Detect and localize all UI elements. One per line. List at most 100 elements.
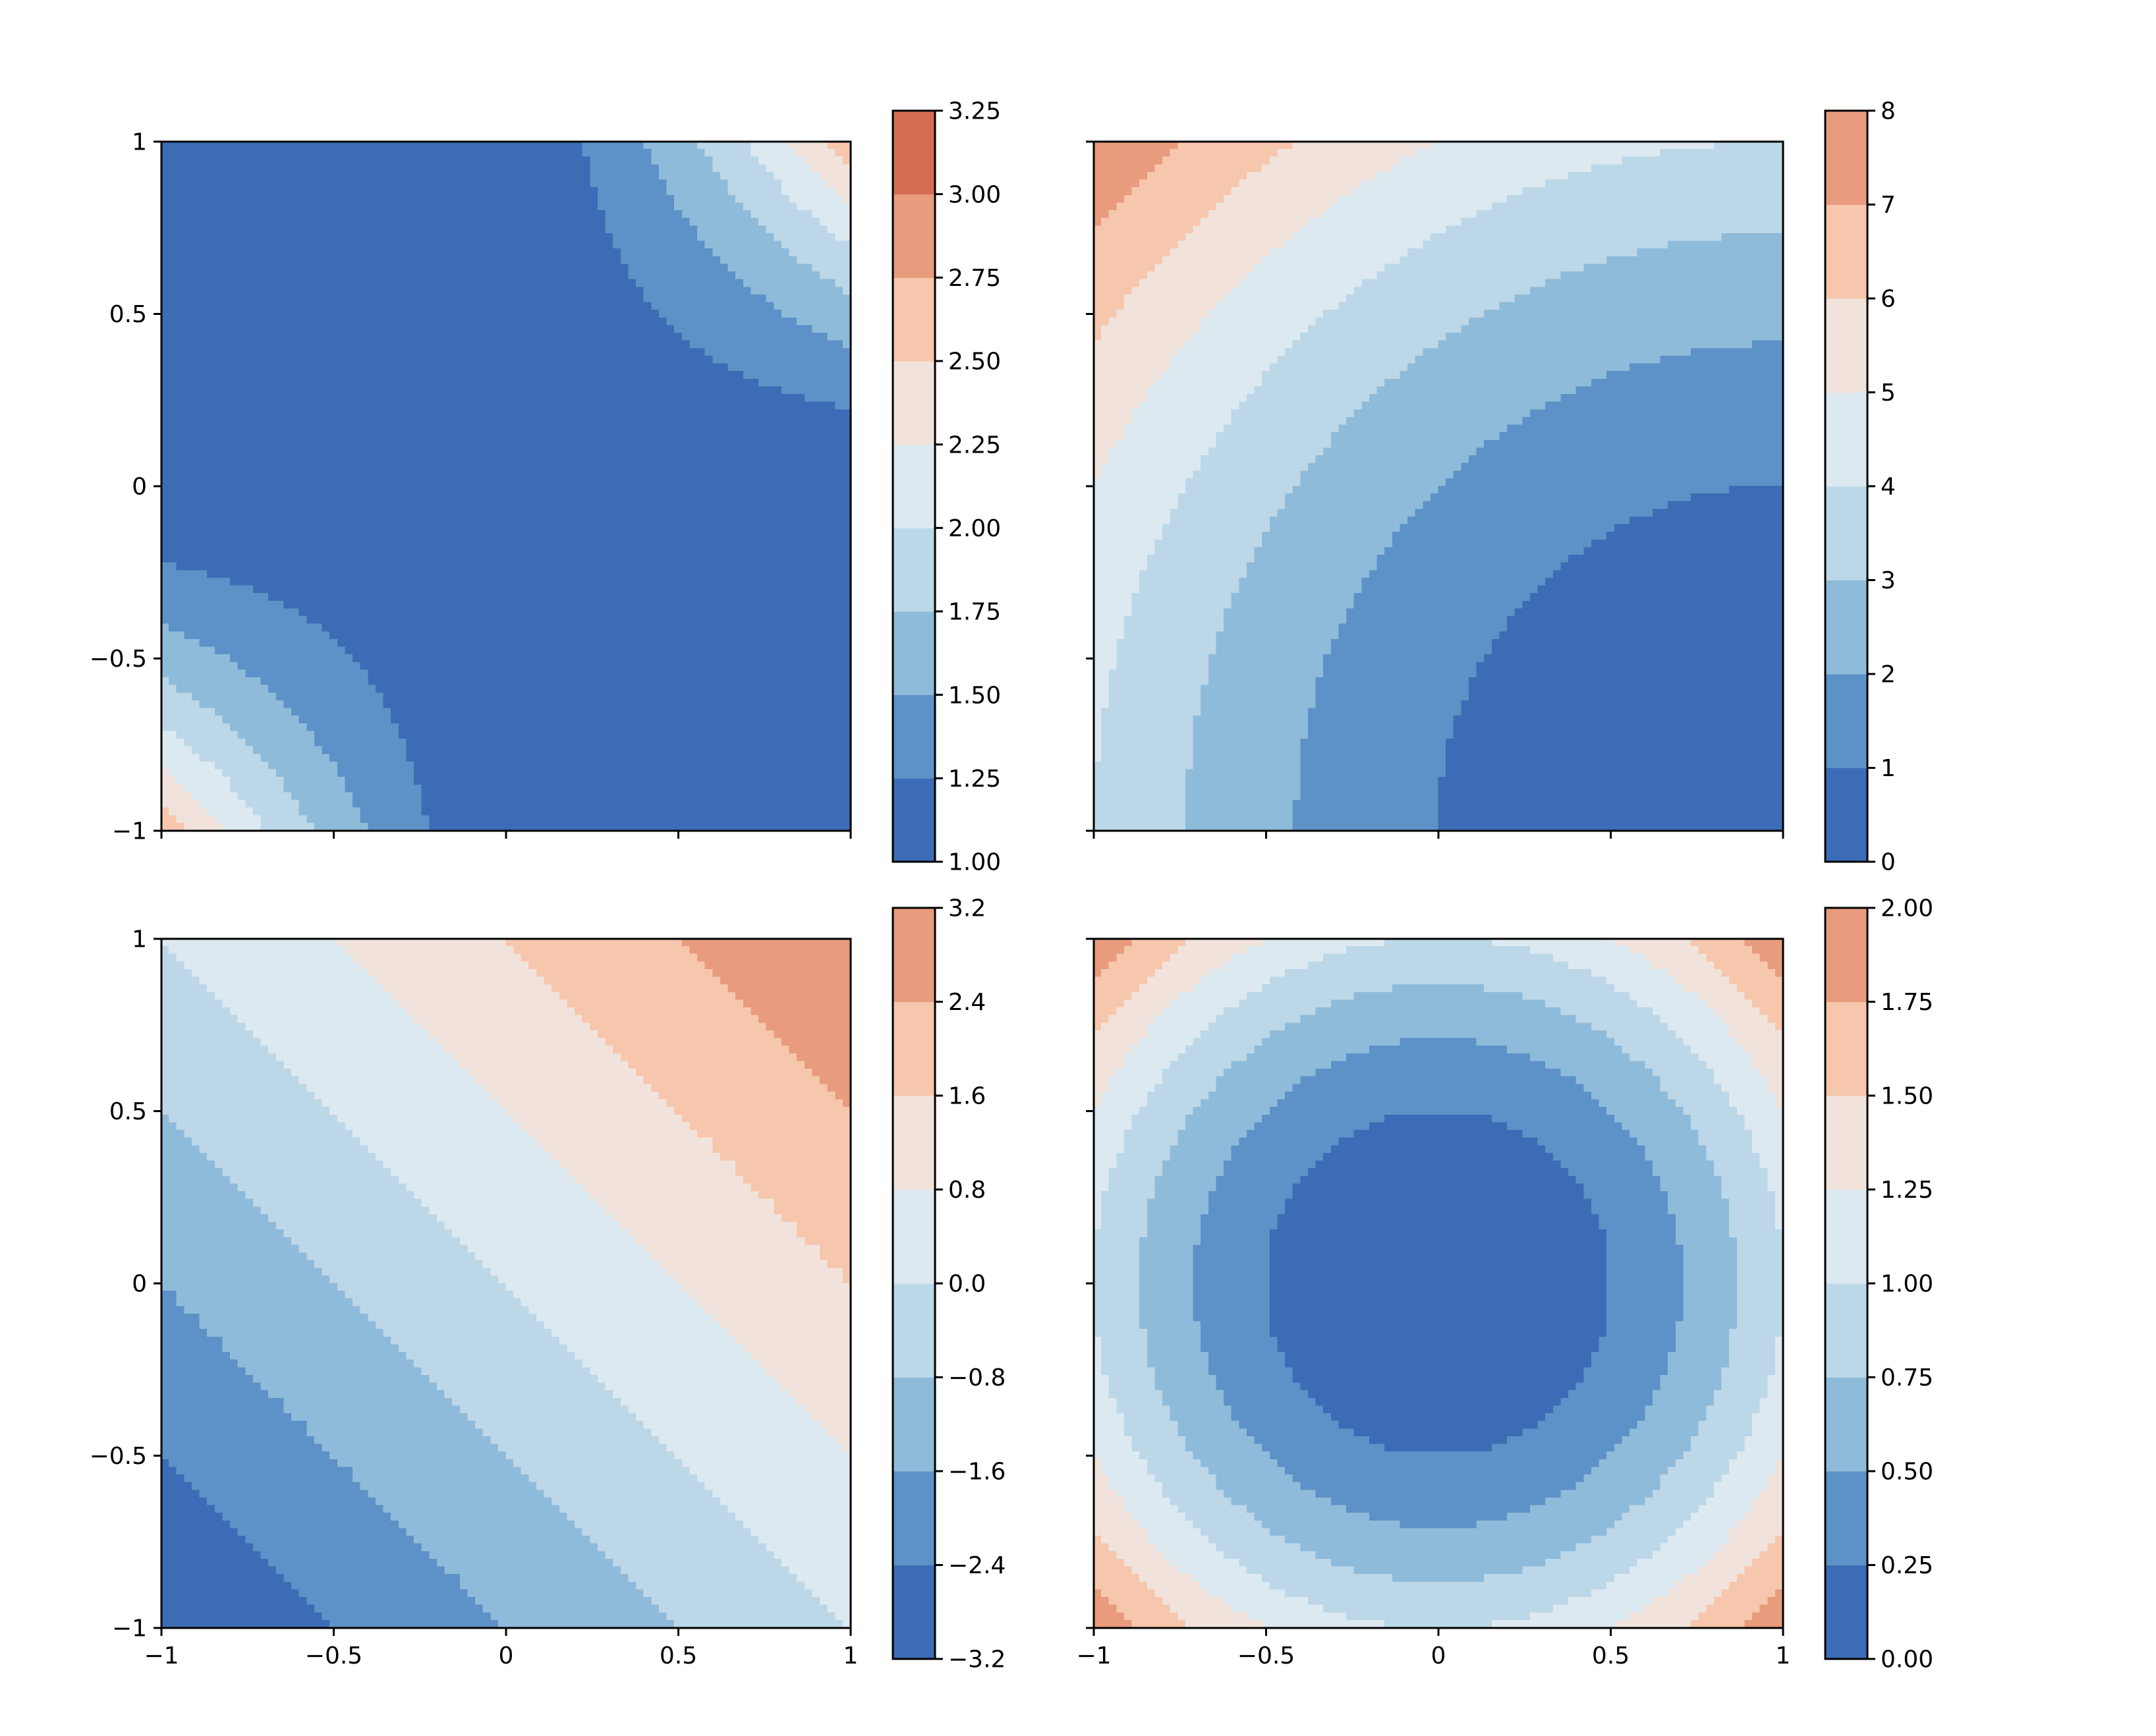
xtick-label: −0.5 bbox=[1237, 1642, 1295, 1669]
colorbar-tick-label: 4 bbox=[1881, 474, 1896, 501]
contour-fill bbox=[161, 939, 851, 1629]
colorbar-segment bbox=[1825, 1283, 1867, 1378]
xtick-label: −1 bbox=[144, 1642, 179, 1669]
colorbar-tick-label: 1.50 bbox=[948, 682, 1001, 709]
colorbar-tick-label: 2.50 bbox=[948, 349, 1001, 376]
colorbar-tick-label: −1.6 bbox=[948, 1459, 1006, 1486]
colorbar-segment bbox=[893, 277, 935, 361]
colorbar-tick-label: 3.2 bbox=[948, 895, 986, 922]
xtick-label: 1 bbox=[843, 1642, 859, 1669]
colorbar-segment bbox=[1825, 768, 1867, 862]
panel-bottom-right: −1 −0.5 0 0.5 1 bbox=[1076, 939, 1790, 1670]
colorbar-tick-label: 1.00 bbox=[948, 849, 1001, 876]
xtick-label: 0 bbox=[499, 1642, 514, 1669]
colorbar-top-right: 0 1 2 3 4 5 6 7 8 bbox=[1825, 98, 1896, 876]
colorbar-tick-label: 3.00 bbox=[948, 181, 1001, 208]
colorbar-segment bbox=[1825, 1565, 1867, 1660]
colorbar-tick-label: 0.00 bbox=[1881, 1646, 1933, 1673]
xtick-label: 0.5 bbox=[660, 1642, 697, 1669]
colorbar-bottom-right: 0.00 0.25 0.50 0.75 1.00 1.25 1.50 1.75 2.00 bbox=[1825, 895, 1933, 1673]
colorbar-tick-label: 0.25 bbox=[1881, 1552, 1933, 1579]
ytick-label: 0 bbox=[132, 1271, 147, 1298]
colorbar-segment bbox=[893, 111, 935, 194]
colorbar-tick-label: 2 bbox=[1881, 661, 1896, 688]
panel-bottom-left: −1 −0.5 0 0.5 1 −1 −0.5 0 0.5 1 bbox=[90, 926, 859, 1669]
colorbar-bottom-left: −3.2 −2.4 −1.6 −0.8 0.0 0.8 1.6 2.4 3.2 bbox=[893, 895, 1006, 1673]
contour-fill bbox=[1094, 939, 1784, 1629]
colorbar-segment bbox=[893, 1283, 935, 1378]
colorbar-tick-label: 1.25 bbox=[1881, 1177, 1933, 1204]
colorbar-tick-label: 6 bbox=[1881, 286, 1896, 313]
ytick-label: −1 bbox=[112, 818, 147, 845]
colorbar-segment bbox=[893, 1565, 935, 1660]
colorbar-tick-label: 1.75 bbox=[948, 599, 1001, 626]
colorbar-tick-label: −3.2 bbox=[948, 1646, 1006, 1673]
colorbar-tick-label: 0 bbox=[1881, 849, 1896, 876]
colorbar-segment bbox=[893, 194, 935, 278]
colorbar-tick-label: 5 bbox=[1881, 379, 1896, 406]
colorbar-tick-label: 3 bbox=[1881, 567, 1896, 594]
ytick-label: 0.5 bbox=[109, 301, 147, 328]
colorbar-tick-label: 7 bbox=[1881, 192, 1896, 219]
colorbar-tick-label: 2.25 bbox=[948, 432, 1001, 459]
colorbar-tick-label: 8 bbox=[1881, 98, 1896, 125]
panel-top-right bbox=[1086, 142, 1784, 839]
colorbar-tick-label: 1.75 bbox=[1881, 989, 1933, 1016]
colorbar-tick-label: 0.50 bbox=[1881, 1459, 1933, 1486]
colorbar-segment bbox=[1825, 674, 1867, 768]
ytick-label: −1 bbox=[112, 1615, 147, 1642]
colorbar-segment bbox=[893, 611, 935, 695]
colorbar-segment bbox=[893, 1471, 935, 1565]
colorbar-tick-label: 0.8 bbox=[948, 1177, 986, 1204]
colorbar-tick-label: 1.00 bbox=[1881, 1271, 1933, 1298]
colorbar-segment bbox=[1825, 908, 1867, 1002]
colorbar-segment bbox=[893, 528, 935, 611]
colorbar-tick-label: 0.0 bbox=[948, 1271, 986, 1298]
colorbar-segment bbox=[893, 695, 935, 779]
contour-fill bbox=[161, 142, 851, 831]
colorbar-segment bbox=[1825, 205, 1867, 299]
colorbar-segment bbox=[1825, 111, 1867, 205]
colorbar-segment bbox=[1825, 393, 1867, 487]
colorbar-tick-label: 2.00 bbox=[948, 515, 1001, 542]
colorbar-segment bbox=[1825, 1002, 1867, 1096]
colorbar-tick-label: −2.4 bbox=[948, 1552, 1006, 1579]
ytick-label: 0.5 bbox=[109, 1098, 147, 1125]
colorbar-segment bbox=[893, 1190, 935, 1284]
colorbar-tick-label: 1 bbox=[1881, 755, 1896, 782]
colorbar-tick-label: 1.50 bbox=[1881, 1083, 1933, 1110]
colorbar-segment bbox=[893, 361, 935, 445]
colorbar-tick-label: 2.00 bbox=[1881, 895, 1933, 922]
colorbar-tick-label: 2.75 bbox=[948, 265, 1001, 292]
colorbar-segment bbox=[1825, 486, 1867, 580]
colorbar-segment bbox=[1825, 298, 1867, 393]
xtick-label: 1 bbox=[1776, 1642, 1791, 1669]
colorbar-tick-label: 0.75 bbox=[1881, 1364, 1933, 1391]
xtick-label: 0 bbox=[1431, 1642, 1446, 1669]
colorbar-tick-label: 1.6 bbox=[948, 1083, 986, 1110]
ytick-label: 1 bbox=[132, 129, 147, 156]
colorbar-top-left: 1.00 1.25 1.50 1.75 2.00 2.25 2.50 2.75 3.00 3.25 bbox=[893, 98, 1001, 876]
colorbar-tick-label: 3.25 bbox=[948, 98, 1001, 125]
colorbar-segment bbox=[1825, 1096, 1867, 1190]
colorbar-segment bbox=[893, 778, 935, 862]
xtick-label: −0.5 bbox=[305, 1642, 362, 1669]
ytick-label: −0.5 bbox=[90, 1443, 147, 1470]
colorbar-segment bbox=[893, 445, 935, 528]
ytick-label: 0 bbox=[132, 474, 147, 501]
colorbar-tick-label: 1.25 bbox=[948, 766, 1001, 793]
xtick-label: −1 bbox=[1076, 1642, 1111, 1669]
colorbar-segment bbox=[893, 1096, 935, 1190]
colorbar-segment bbox=[1825, 1471, 1867, 1565]
ytick-label: −0.5 bbox=[90, 646, 147, 673]
ytick-label: 1 bbox=[132, 926, 147, 953]
panel-top-left: −1 −0.5 0 0.5 1 bbox=[90, 129, 851, 845]
colorbar-segment bbox=[1825, 1378, 1867, 1472]
colorbar-segment bbox=[893, 1378, 935, 1472]
xtick-label: 0.5 bbox=[1592, 1642, 1630, 1669]
contour-fill bbox=[1094, 142, 1784, 831]
contour-grid-figure: −1 −0.5 0 0.5 1 1.00 1.25 1.50 1.75 2.00 2.25 2.50 2… bbox=[0, 0, 2156, 1736]
colorbar-tick-label: −0.8 bbox=[948, 1364, 1006, 1391]
colorbar-tick-label: 2.4 bbox=[948, 989, 986, 1016]
colorbar-segment bbox=[893, 908, 935, 1002]
